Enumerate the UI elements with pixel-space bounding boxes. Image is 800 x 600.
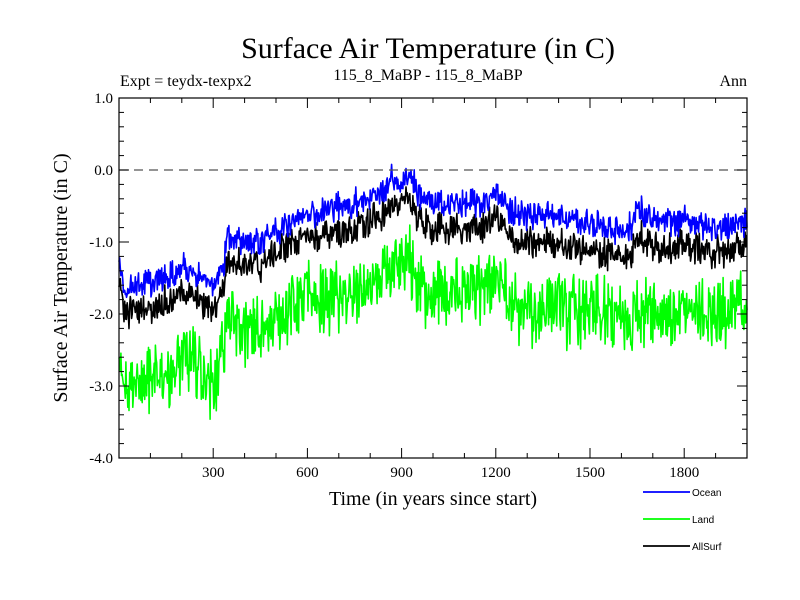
y-tick-label: -4.0 [89, 451, 113, 467]
y-tick-label: 1.0 [94, 91, 113, 107]
x-tick-label: 1200 [481, 465, 511, 481]
y-tick-label: -1.0 [89, 235, 113, 251]
y-tick-label: -2.0 [89, 307, 113, 323]
series-line-land [118, 224, 748, 420]
y-axis-label: Surface Air Temperature (in C) [50, 153, 72, 402]
x-tick-label: 600 [296, 465, 319, 481]
y-tick-label: 0.0 [94, 163, 113, 179]
x-tick-label: 1800 [669, 465, 699, 481]
chart-subtitle-right: Ann [719, 73, 747, 90]
chart-subtitle-left: Expt = teydx-texpx2 [120, 73, 252, 90]
legend-label-ocean: Ocean [692, 488, 721, 499]
plot-lines [118, 163, 748, 420]
series-line-ocean [118, 163, 748, 299]
chart-subtitle-center: 115_8_MaBP - 115_8_MaBP [333, 67, 522, 84]
legend-label-allsurf: AllSurf [692, 542, 722, 553]
x-tick-label: 900 [390, 465, 413, 481]
x-tick-label: 1500 [575, 465, 605, 481]
y-tick-label: -3.0 [89, 379, 113, 395]
chart-title: Surface Air Temperature (in C) [241, 32, 615, 65]
legend-label-land: Land [692, 515, 714, 526]
axis-ticks [119, 98, 747, 458]
legend: Ocean Land AllSurf [643, 488, 722, 553]
axis-tick-labels: 300 600 900 1200 1500 1800 1.0 0.0 -1.0 -2.0 -3.0 -… [89, 91, 699, 481]
series-line-allsurf [118, 186, 748, 330]
x-axis-label: Time (in years since start) [329, 488, 537, 510]
x-tick-label: 300 [202, 465, 225, 481]
